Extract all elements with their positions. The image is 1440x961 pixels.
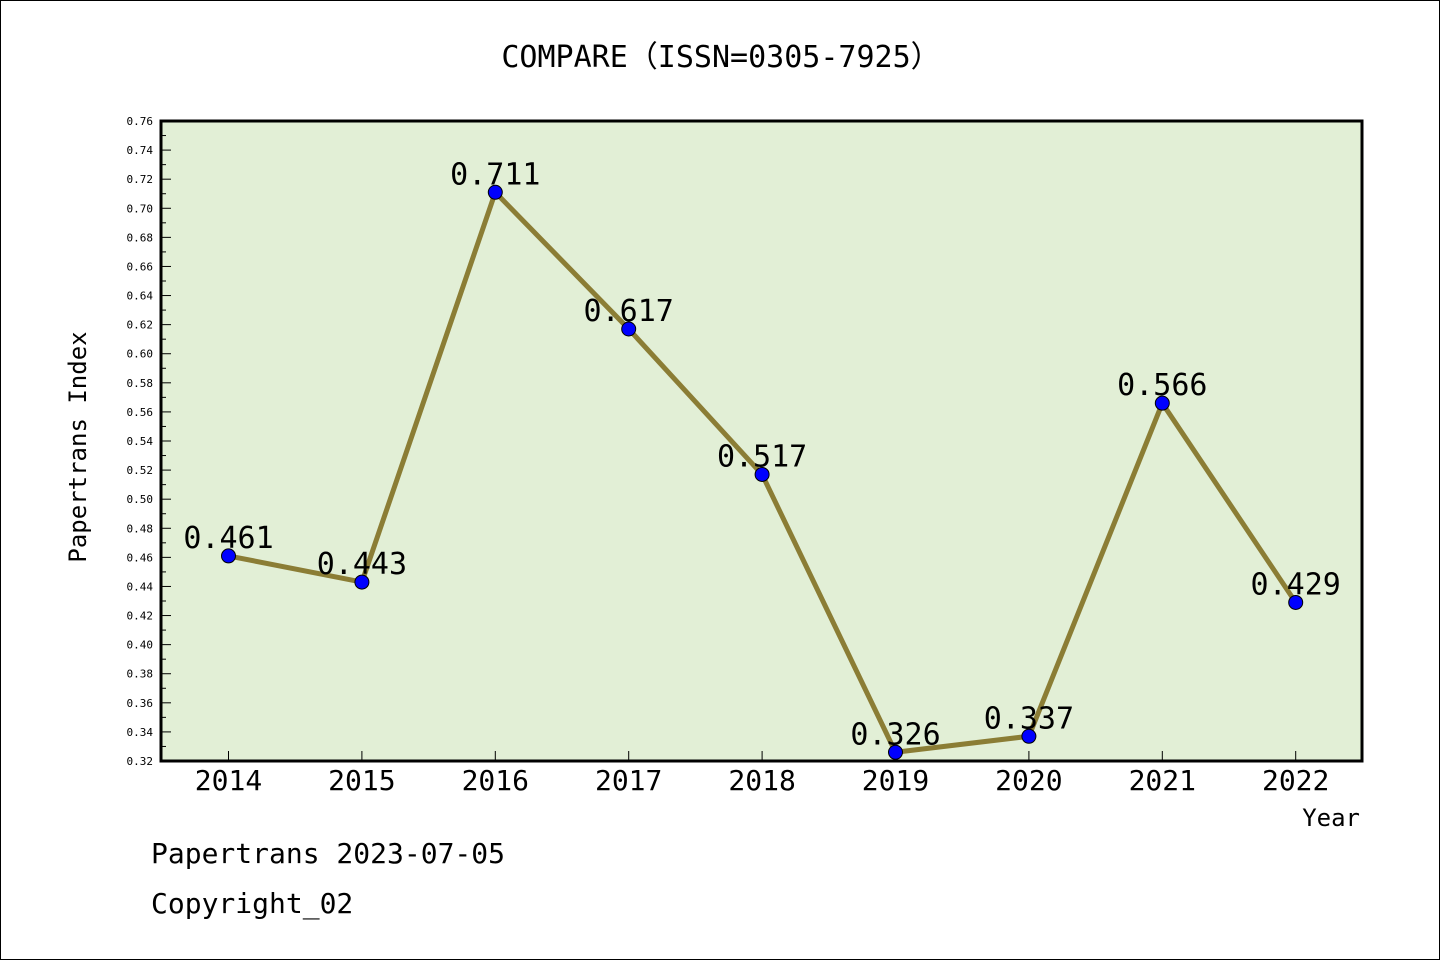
y-tick-label: 0.34 (127, 726, 154, 739)
data-label: 0.517 (717, 439, 807, 474)
footer-copyright: Copyright_02 (151, 887, 354, 920)
data-label: 0.337 (984, 701, 1074, 736)
x-axis-title: Year (1302, 804, 1360, 832)
footer-date: Papertrans 2023-07-05 (151, 837, 506, 870)
x-tick-label: 2015 (328, 764, 395, 797)
y-axis-title: Papertrans Index (64, 331, 92, 562)
x-tick-label: 2021 (1129, 764, 1196, 797)
data-point-marker (754, 466, 770, 482)
y-tick-label: 0.70 (127, 202, 154, 215)
y-tick-label: 0.62 (127, 319, 154, 332)
x-tick-label: 2017 (595, 764, 662, 797)
y-tick-label: 0.48 (127, 522, 154, 535)
x-tick-label: 2016 (462, 764, 529, 797)
data-label: 0.429 (1251, 567, 1341, 602)
y-axis-ticks: 0.32 0.34 0.36 0.38 0.40 0.42 0.44 0.46 0.48 0.50… (127, 115, 171, 768)
y-tick-label: 0.46 (127, 551, 154, 564)
series-layer (221, 184, 1304, 760)
y-tick-label: 0.68 (127, 231, 154, 244)
x-tick-label: 2014 (195, 764, 262, 797)
y-tick-label: 0.60 (127, 348, 154, 361)
data-label: 0.711 (450, 157, 540, 192)
data-label: 0.443 (317, 547, 407, 582)
x-tick-label: 2019 (862, 764, 929, 797)
y-tick-label: 0.42 (127, 610, 154, 623)
data-point-marker (354, 574, 370, 590)
plot-border (159, 119, 1364, 763)
data-label: 0.461 (183, 521, 273, 556)
data-point-marker (1021, 728, 1037, 744)
y-tick-label: 0.52 (127, 464, 154, 477)
y-tick-label: 0.56 (127, 406, 154, 419)
y-tick-label: 0.72 (127, 173, 154, 186)
y-tick-label: 0.32 (127, 755, 154, 768)
x-axis-ticks: 2014 2015 2016 2017 2018 2019 2020 2021 2022 (195, 751, 1329, 797)
data-label: 0.566 (1117, 368, 1207, 403)
x-tick-label: 2022 (1262, 764, 1329, 797)
y-tick-label: 0.36 (127, 697, 154, 710)
data-labels-layer: 0.461 0.443 0.711 0.617 0.517 0.326 0.337 0.566… (183, 157, 1341, 752)
y-tick-label: 0.58 (127, 377, 154, 390)
y-tick-label: 0.74 (127, 144, 154, 157)
x-tick-label: 2020 (995, 764, 1062, 797)
plot-area (161, 121, 1362, 761)
data-point-marker (621, 321, 637, 337)
data-point-marker (487, 184, 503, 200)
data-point-marker (1154, 395, 1170, 411)
y-tick-label: 0.64 (127, 290, 154, 303)
data-point-marker (888, 744, 903, 760)
data-point-marker (221, 548, 236, 564)
y-tick-label: 0.76 (127, 115, 154, 128)
x-tick-label: 2018 (728, 764, 795, 797)
y-tick-label: 0.50 (127, 493, 154, 506)
y-tick-label: 0.66 (127, 260, 154, 273)
data-label: 0.617 (584, 294, 674, 329)
data-label: 0.326 (850, 717, 940, 752)
y-tick-label: 0.40 (127, 639, 154, 652)
data-point-marker (1288, 594, 1304, 610)
y-tick-label: 0.44 (127, 580, 154, 593)
y-tick-label: 0.38 (127, 668, 154, 681)
chart-title: COMPARE（ISSN=0305-7925） (501, 40, 940, 75)
y-tick-label: 0.54 (127, 435, 154, 448)
